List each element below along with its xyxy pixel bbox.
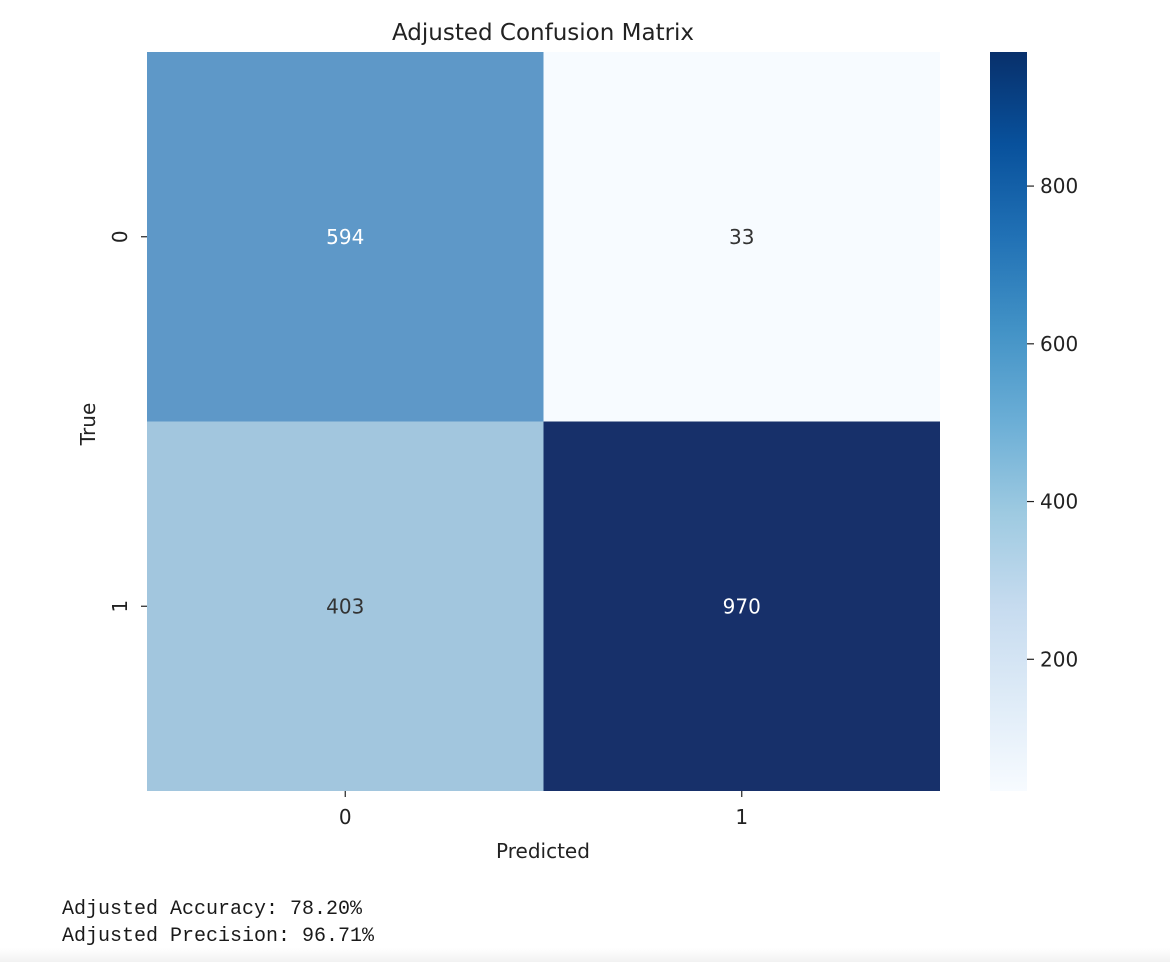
cell-value-0-0: 594 bbox=[326, 225, 364, 249]
precision-output: Adjusted Precision: 96.71% bbox=[62, 925, 375, 948]
heatmap-cell-1-0 bbox=[147, 421, 544, 791]
cell-value-1-1: 970 bbox=[723, 594, 761, 618]
cell-annotations: 594 33 403 970 bbox=[326, 225, 761, 619]
x-axis-label: Predicted bbox=[496, 839, 590, 863]
x-tick-label-0: 0 bbox=[339, 805, 352, 829]
heatmap-cell-0-1 bbox=[543, 52, 940, 422]
cell-value-1-0: 403 bbox=[326, 594, 364, 618]
confusion-matrix-chart: Adjusted Confusion Matrix 594 33 403 970 0 1… bbox=[76, 20, 1078, 863]
y-tick-label-0: 0 bbox=[108, 230, 132, 243]
chart-title: Adjusted Confusion Matrix bbox=[392, 20, 694, 46]
colorbar bbox=[990, 52, 1027, 791]
heatmap-cell-0-0 bbox=[147, 52, 544, 422]
colorbar-tick-label-3: 800 bbox=[1040, 174, 1078, 198]
heatmap-cell-1-1 bbox=[543, 421, 940, 791]
heatmap-cells bbox=[147, 52, 940, 791]
cell-output: Adjusted Accuracy: 78.20% Adjusted Preci… bbox=[0, 895, 1170, 962]
y-tick-label-1: 1 bbox=[108, 600, 132, 613]
cell-value-0-1: 33 bbox=[729, 225, 754, 249]
colorbar-tick-label-2: 600 bbox=[1040, 332, 1078, 356]
heatmap-axes: 0 1 0 1 bbox=[108, 230, 748, 829]
accuracy-output: Adjusted Accuracy: 78.20% bbox=[62, 898, 363, 921]
colorbar-ticks: 200 400 600 800 bbox=[1027, 174, 1078, 671]
colorbar-tick-label-0: 200 bbox=[1040, 647, 1078, 671]
y-axis-label: True bbox=[76, 403, 100, 446]
output-bottom-edge bbox=[0, 948, 1170, 962]
x-tick-label-1: 1 bbox=[735, 805, 748, 829]
colorbar-tick-label-1: 400 bbox=[1040, 490, 1078, 514]
